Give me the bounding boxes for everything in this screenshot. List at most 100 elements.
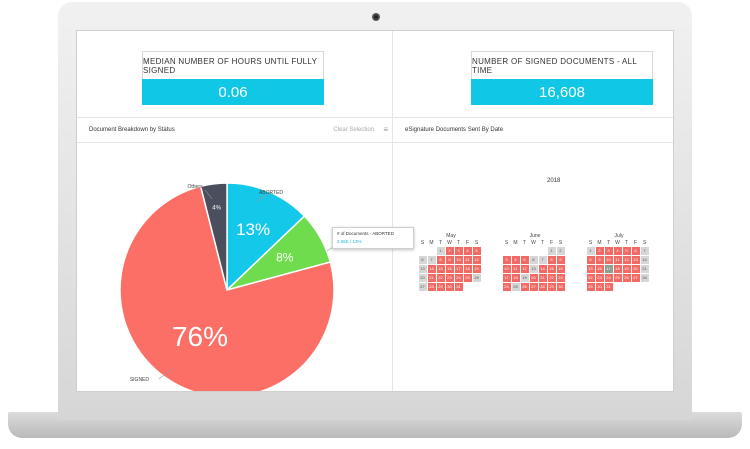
calendar-day[interactable]: 14 [538,264,547,273]
calendar-day[interactable]: 5 [622,246,631,255]
calendar-day[interactable]: 21 [538,273,547,282]
calendar-day[interactable]: 29 [436,282,445,291]
pie-slice-others[interactable] [199,182,228,291]
calendar-day[interactable]: 16 [595,264,604,273]
calendar-day[interactable]: 13 [631,255,640,264]
calendar-day[interactable]: 12 [472,255,481,264]
calendar-day[interactable]: 20 [418,273,427,282]
calendar-day[interactable]: 30 [595,282,604,291]
calendar-day[interactable]: 1 [586,246,595,255]
calendar-day[interactable]: 2 [595,246,604,255]
calendar-day[interactable]: 10 [454,255,463,264]
calendar-day[interactable]: 17 [502,273,511,282]
calendar-day[interactable]: 20 [529,273,538,282]
calendar-day[interactable]: 29 [547,282,556,291]
calendar-day[interactable]: 8 [547,255,556,264]
calendar-day[interactable]: 24 [604,273,613,282]
calendar-day[interactable]: 2 [445,246,454,255]
calendar-day[interactable]: 12 [520,264,529,273]
calendar-day[interactable]: 27 [529,282,538,291]
calendar-day[interactable]: 16 [556,264,565,273]
calendar-day[interactable]: 27 [418,282,427,291]
calendar-day[interactable]: 11 [613,255,622,264]
calendar-day[interactable]: 21 [640,264,649,273]
calendar-day[interactable]: 8 [436,255,445,264]
calendar-day[interactable]: 9 [556,255,565,264]
calendar-day[interactable]: 23 [595,273,604,282]
calendar-day[interactable]: 10 [604,255,613,264]
pie-slice-signed[interactable] [119,185,335,392]
calendar-day[interactable]: 17 [604,264,613,273]
calendar-day[interactable]: 3 [454,246,463,255]
calendar-day[interactable]: 19 [472,264,481,273]
calendar-day[interactable]: 15 [547,264,556,273]
calendar-day[interactable]: 9 [595,255,604,264]
calendar-day[interactable]: 28 [427,282,436,291]
calendar-day[interactable]: 19 [622,264,631,273]
calendar-day[interactable]: 29 [586,282,595,291]
calendar-day[interactable]: 1 [436,246,445,255]
calendar-day[interactable]: 24 [454,273,463,282]
calendar-day[interactable]: 14 [427,264,436,273]
calendar-day[interactable]: 25 [463,273,472,282]
calendar-day[interactable]: 23 [445,273,454,282]
pie-slice-aborted[interactable] [226,182,306,292]
calendar-day[interactable]: 12 [622,255,631,264]
status-pie-chart[interactable]: 13%8%76%4%SIGNEDOthersABORTEDT_FOR_SIGNA… [77,143,392,392]
calendar-day[interactable]: 14 [640,255,649,264]
calendar-day[interactable]: 15 [586,264,595,273]
calendar-day[interactable]: 30 [445,282,454,291]
calendar-day[interactable]: 9 [445,255,454,264]
calendar-day[interactable]: 16 [445,264,454,273]
calendar-day[interactable]: 17 [454,264,463,273]
calendar-day[interactable]: 28 [538,282,547,291]
calendar-day[interactable]: 18 [511,273,520,282]
calendar-day[interactable]: 8 [586,255,595,264]
calendar-day[interactable]: 7 [640,246,649,255]
calendar-empty-cell [530,247,538,255]
calendar-day[interactable]: 7 [427,255,436,264]
calendar-day[interactable]: 28 [640,273,649,282]
calendar-day[interactable]: 21 [427,273,436,282]
menu-icon[interactable]: ≡ [383,125,388,134]
calendar-day[interactable]: 25 [613,273,622,282]
calendar-day[interactable]: 11 [511,264,520,273]
calendar-day[interactable]: 20 [631,264,640,273]
calendar-day[interactable]: 11 [463,255,472,264]
calendar-day[interactable]: 22 [436,273,445,282]
calendar-day[interactable]: 2 [556,246,565,255]
calendar-day[interactable]: 18 [463,264,472,273]
calendar-day[interactable]: 22 [586,273,595,282]
calendar-day[interactable]: 26 [472,273,481,282]
calendar-day[interactable]: 6 [631,246,640,255]
calendar-day[interactable]: 1 [547,246,556,255]
calendar-day[interactable]: 26 [520,282,529,291]
calendar-day[interactable]: 27 [631,273,640,282]
calendar-day[interactable]: 25 [511,282,520,291]
calendar-day[interactable]: 5 [472,246,481,255]
calendar-day[interactable]: 13 [418,264,427,273]
calendar-day[interactable]: 23 [556,273,565,282]
calendar-day[interactable]: 26 [622,273,631,282]
calendar-day[interactable]: 6 [529,255,538,264]
calendar-day[interactable]: 3 [604,246,613,255]
calendar-day[interactable]: 10 [502,264,511,273]
calendar-day[interactable]: 31 [454,282,463,291]
calendar-day[interactable]: 24 [502,282,511,291]
calendar-day[interactable]: 15 [436,264,445,273]
calendar-day[interactable]: 6 [418,255,427,264]
calendar-day[interactable]: 4 [511,255,520,264]
kpi-median-hours: MEDIAN NUMBER OF HOURS UNTIL FULLY SIGNE… [142,51,324,105]
calendar-day[interactable]: 4 [463,246,472,255]
calendar-day[interactable]: 4 [613,246,622,255]
calendar-day[interactable]: 18 [613,264,622,273]
calendar-day[interactable]: 19 [520,273,529,282]
calendar-day[interactable]: 7 [538,255,547,264]
calendar-day[interactable]: 30 [556,282,565,291]
calendar-day[interactable]: 5 [520,255,529,264]
calendar-day[interactable]: 31 [604,282,613,291]
clear-selection-button[interactable]: Clear Selection [333,127,374,133]
calendar-day[interactable]: 22 [547,273,556,282]
calendar-day[interactable]: 13 [529,264,538,273]
calendar-day[interactable]: 3 [502,255,511,264]
